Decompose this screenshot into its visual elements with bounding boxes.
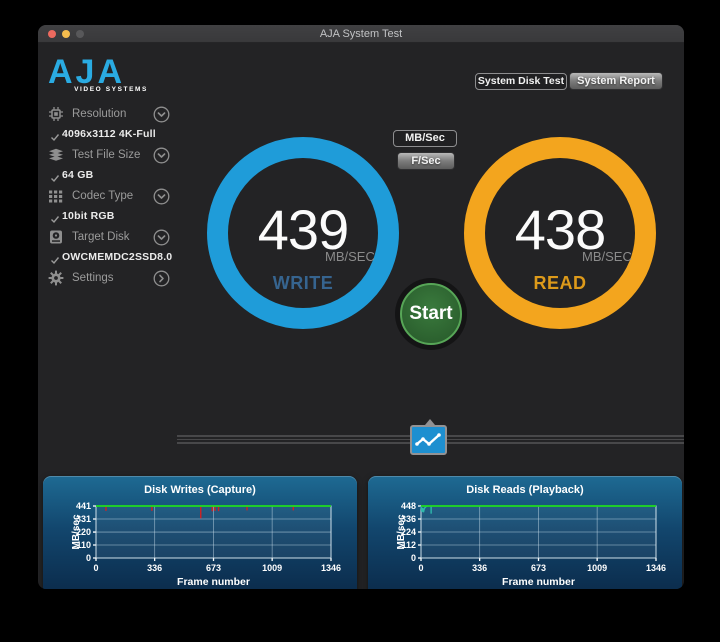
disk-reads-chart-panel: 0 112 224 336 448 0 336 673 1009 1346 Disk Reads (…: [368, 476, 682, 589]
svg-text:0: 0: [93, 563, 98, 573]
disk-writes-chart: 0 110 220 331 441 0 336 673 1009 1346 Disk Writes …: [71, 484, 341, 588]
zoom-button[interactable]: [76, 30, 84, 38]
svg-text:224: 224: [401, 527, 416, 537]
minimize-button[interactable]: [62, 30, 70, 38]
sidebar-item-label: Target Disk: [72, 231, 130, 243]
disk-reads-chart: 0 112 224 336 448 0 336 673 1009 1346 Disk Reads (…: [396, 484, 666, 588]
title-bar[interactable]: AJA System Test: [38, 25, 684, 43]
svg-text:0: 0: [411, 553, 416, 563]
start-button-label: Start: [400, 283, 462, 345]
svg-text:331: 331: [76, 514, 91, 524]
chevron-down-circle-icon[interactable]: [153, 188, 170, 205]
check-icon: [50, 252, 60, 265]
sidebar-item-test-file-size[interactable]: Test File Size: [48, 147, 178, 164]
mb-sec-toggle-button[interactable]: MB/Sec: [393, 130, 457, 147]
read-speed-value: 438: [514, 198, 606, 261]
svg-text:Disk Writes (Capture): Disk Writes (Capture): [144, 484, 256, 496]
chip-icon: [48, 106, 64, 122]
svg-text:1009: 1009: [587, 563, 607, 573]
check-icon: [50, 129, 60, 142]
svg-text:112: 112: [401, 540, 416, 550]
read-gauge-label: READ: [533, 273, 587, 293]
chart-panel-toggle-button[interactable]: [410, 419, 447, 455]
sidebar-item-label: Resolution: [72, 108, 127, 120]
aja-logo-text: AJA: [48, 53, 126, 91]
svg-text:110: 110: [76, 540, 91, 550]
svg-text:448: 448: [401, 501, 416, 511]
svg-text:336: 336: [147, 563, 162, 573]
close-button[interactable]: [48, 30, 56, 38]
start-button[interactable]: Start: [395, 278, 467, 350]
chevron-down-circle-icon[interactable]: [153, 229, 170, 246]
sidebar-item-resolution[interactable]: Resolution: [48, 106, 178, 123]
check-icon: [50, 170, 60, 183]
chevron-right-circle-icon[interactable]: [153, 270, 170, 287]
chevron-down-circle-icon[interactable]: [153, 147, 170, 164]
svg-text:673: 673: [531, 563, 546, 573]
svg-text:0: 0: [86, 553, 91, 563]
svg-text:MB/sec: MB/sec: [71, 514, 82, 549]
svg-text:MB/sec: MB/sec: [396, 514, 407, 549]
read-speed-gauge: 438 MB/SEC READ: [464, 137, 656, 329]
write-speed-value: 439: [257, 198, 349, 261]
svg-text:1009: 1009: [262, 563, 282, 573]
sidebar-item-settings[interactable]: Settings: [48, 270, 178, 287]
sidebar-item-label: Codec Type: [72, 190, 134, 202]
target-disk-selected-value: OWCMEMDC2SSD8.0: [50, 250, 210, 265]
svg-text:0: 0: [418, 563, 423, 573]
svg-text:336: 336: [401, 514, 416, 524]
write-gauge-label: WRITE: [272, 273, 334, 293]
svg-text:1346: 1346: [321, 563, 341, 573]
test-file-size-value-text: 64 GB: [62, 169, 94, 181]
svg-text:441: 441: [76, 501, 91, 511]
aja-logo-tagline: VIDEO SYSTEMS: [74, 86, 148, 93]
resolution-selected-value: 4096x3112 4K-Full: [50, 127, 210, 142]
system-report-button[interactable]: System Report: [569, 72, 663, 90]
disk-writes-chart-panel: 0 110 220 331 441 0 336 673 1009 1346 Disk Writes …: [43, 476, 357, 589]
system-disk-test-button[interactable]: System Disk Test: [475, 73, 567, 90]
window-title: AJA System Test: [319, 28, 403, 40]
read-speed-unit: MB/SEC: [582, 249, 632, 264]
disk-icon: [48, 229, 64, 245]
notch-up-icon: [425, 419, 435, 425]
line-chart-icon: [415, 433, 441, 446]
svg-text:Disk Reads (Playback): Disk Reads (Playback): [466, 484, 584, 496]
codec-type-selected-value: 10bit RGB: [50, 209, 210, 224]
codec-grid-icon: [48, 188, 64, 204]
check-icon: [50, 211, 60, 224]
svg-text:Frame number: Frame number: [502, 576, 575, 588]
main-content: AJA VIDEO SYSTEMS System Disk Test Syste…: [38, 43, 684, 589]
sidebar-item-label: Test File Size: [72, 149, 141, 161]
target-disk-value-text: OWCMEMDC2SSD8.0: [62, 251, 173, 263]
svg-text:1346: 1346: [646, 563, 666, 573]
write-speed-gauge: 439 MB/SEC WRITE: [207, 137, 399, 329]
svg-text:220: 220: [76, 527, 91, 537]
test-file-size-selected-value: 64 GB: [50, 168, 210, 183]
sidebar-item-target-disk[interactable]: Target Disk: [48, 229, 178, 246]
resolution-value-text: 4096x3112 4K-Full: [62, 128, 156, 140]
gear-icon: [48, 270, 64, 286]
svg-text:336: 336: [472, 563, 487, 573]
write-speed-unit: MB/SEC: [325, 249, 375, 264]
aja-logo: AJA VIDEO SYSTEMS: [48, 55, 152, 93]
svg-text:Frame number: Frame number: [177, 576, 250, 588]
sidebar-item-label: Settings: [72, 272, 114, 284]
chevron-down-circle-icon[interactable]: [153, 106, 170, 123]
app-window: AJA System Test AJA VIDEO SYSTEMS System…: [38, 25, 684, 589]
layers-icon: [48, 147, 64, 163]
sidebar-item-codec-type[interactable]: Codec Type: [48, 188, 178, 205]
codec-type-value-text: 10bit RGB: [62, 210, 115, 222]
svg-text:673: 673: [206, 563, 221, 573]
f-sec-toggle-button[interactable]: F/Sec: [397, 152, 455, 170]
